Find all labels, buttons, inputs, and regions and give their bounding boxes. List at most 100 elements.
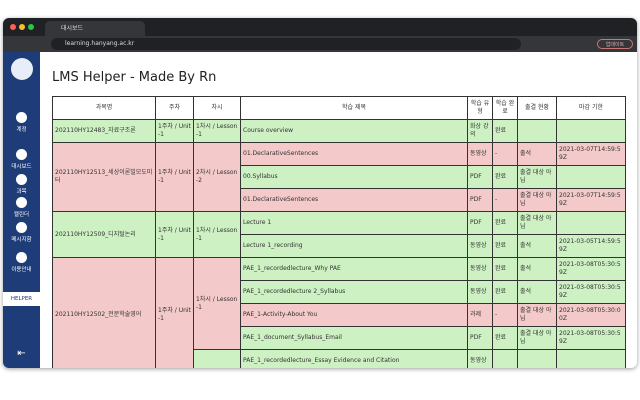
lesson-table: 과목명 주차 차시 학습 제목 학습 유형 학습 완료 출결 현황 마감 기한 202110H… [52,96,626,368]
cell: PAE_1_recordedlecture 2_Syllabus [240,280,468,304]
helper-item[interactable]: HELPER [3,292,40,306]
table-row: PAE_1_recordedlecture 2_Syllabus 동영상 완료 출석 2… [53,280,626,304]
table-row: 00.Syllabus PDF 완료 출결 대상 아님 [53,165,626,189]
cell: PAE_1-Activity-About You [240,303,468,327]
cell: 화상 강의 [467,119,493,143]
cell [193,349,241,368]
cell [556,349,626,368]
tab-title: 대시보드 [61,25,84,32]
cell: 1주차 / Unit-1 [155,119,194,143]
nav-item[interactable]: 이용안내 [3,252,40,273]
cell: 1주차 / Unit-1 [155,142,194,212]
nav-label: 대시보드 [11,164,32,170]
cell: 과제 [467,303,493,327]
icon [16,197,27,208]
cell: 1주차 / Unit-1 [155,211,194,258]
nav-item[interactable]: 메시지함 [3,222,40,243]
header-cell: 출결 현황 [517,96,557,120]
logo-icon [10,58,33,80]
nav-item[interactable]: 계정 [3,112,40,133]
cell: 동영상 [467,349,493,368]
cell: 1주차 / Unit-1 [155,257,194,368]
minimize-button[interactable] [19,24,25,30]
cell: 202110HY12513_세상이론빌모도미터 [52,142,156,212]
cell: 출석 [517,280,557,304]
cell: 완료 [492,280,518,304]
nav-item[interactable]: 과목 [3,174,40,195]
cell [517,119,557,143]
cell [517,349,557,368]
cell: PAE_1_recordedlecture_Why PAE [240,257,468,281]
cell: PDF [467,211,493,235]
cell: 완료 [492,326,518,350]
logo [3,58,40,82]
cell: PAE_1_document_Syllabus_Email [240,326,468,350]
cell: 동영상 [467,257,493,281]
cell: 2021-03-07T14:59:59Z [556,188,626,212]
cell: 완료 [492,165,518,189]
url-field[interactable]: learning.hanyang.ac.kr [51,38,521,50]
cell: 완료 [492,257,518,281]
collapse-button[interactable]: ⇤ [17,348,26,359]
address-bar: learning.hanyang.ac.kr 업데이트 [3,36,637,52]
header-cell: 학습 제목 [240,96,468,120]
cell [556,165,626,189]
nav-label: 캘린더 [13,212,30,218]
cell: PAE_1_recordedlecture_Essay Evidence and… [240,349,468,368]
cell: 2차시 / Lesson-2 [193,142,241,212]
header-cell: 주차 [155,96,194,120]
tab-bar: 대시보드 [3,18,637,36]
nav-item[interactable]: 캘린더 [3,197,40,218]
cell: 2021-03-07T14:59:59Z [556,142,626,166]
header-cell: 마감 기한 [556,96,626,120]
cell: 출석 [517,234,557,258]
header-cell: 학습 완료 [492,96,518,120]
header-cell: 과목명 [52,96,156,120]
cell: 출결 대상 아님 [517,303,557,327]
cell: 202110HY12483_자료구조론 [52,119,156,143]
cell: 202110HY12509_디지털논리 [52,211,156,258]
table-row: PAE_1_document_Syllabus_Email PDF 완료 출결 대상 … [53,326,626,350]
table-body: 202110HY12483_자료구조론 1주차 / Unit-1 1차시 / Les… [52,119,626,368]
update-label: 업데이트 [605,42,625,48]
cell: 동영상 [467,142,493,166]
header-cell: 차시 [193,96,241,120]
cell [556,211,626,235]
helper-label: HELPER [10,296,33,302]
table-row: 202110HY12483_자료구조론 1주차 / Unit-1 1차시 / Les… [52,119,626,143]
cell: Lecture 1 [240,211,468,235]
table-row: Lecture 1_recording 동영상 완료 출석 2021-03-05T14:… [53,234,626,258]
cell: Lecture 1_recording [240,234,468,258]
cell: 출결 대상 아님 [517,165,557,189]
tab[interactable]: 대시보드 [45,21,145,36]
cell: PDF [467,165,493,189]
cell: 출결 대상 아님 [517,188,557,212]
cell: 완료 [492,119,518,143]
cell: 1차시 / Lesson-1 [193,211,241,258]
nav-item[interactable]: 대시보드 [3,149,40,170]
cell [492,349,518,368]
main-content: LMS Helper - Made By Rn 과목명 주차 차시 학습 제목 학습 유… [40,52,637,368]
sidebar: 계정 대시보드 과목 캘린더 메시지함 이용안내 HELPER ⇤ [3,52,40,368]
cell: 1차시 / Lesson-1 [193,257,241,350]
update-button[interactable]: 업데이트 [597,39,633,49]
close-button[interactable] [10,24,16,30]
cell: 동영상 [467,280,493,304]
cell: 1차시 / Lesson-1 [193,119,241,143]
cell [556,119,626,143]
table-row: 202110HY12502_전문학술영어 1주차 / Unit-1 1차시 / Le… [52,257,626,368]
cell: 동영상 [467,234,493,258]
table-row: PAE_1_recordedlecture_Essay Evidence and… [53,349,626,368]
icon [16,149,27,160]
cell: 2021-03-08T05:30:59Z [556,257,626,281]
cell: 출석 [517,257,557,281]
cell: - [492,142,518,166]
cell: 202110HY12502_전문학술영어 [52,257,156,368]
cell: PDF [467,326,493,350]
maximize-button[interactable] [28,24,34,30]
cell: PDF [467,188,493,212]
nav-label: 과목 [16,189,27,195]
cell: 완료 [492,211,518,235]
icon [16,174,27,185]
